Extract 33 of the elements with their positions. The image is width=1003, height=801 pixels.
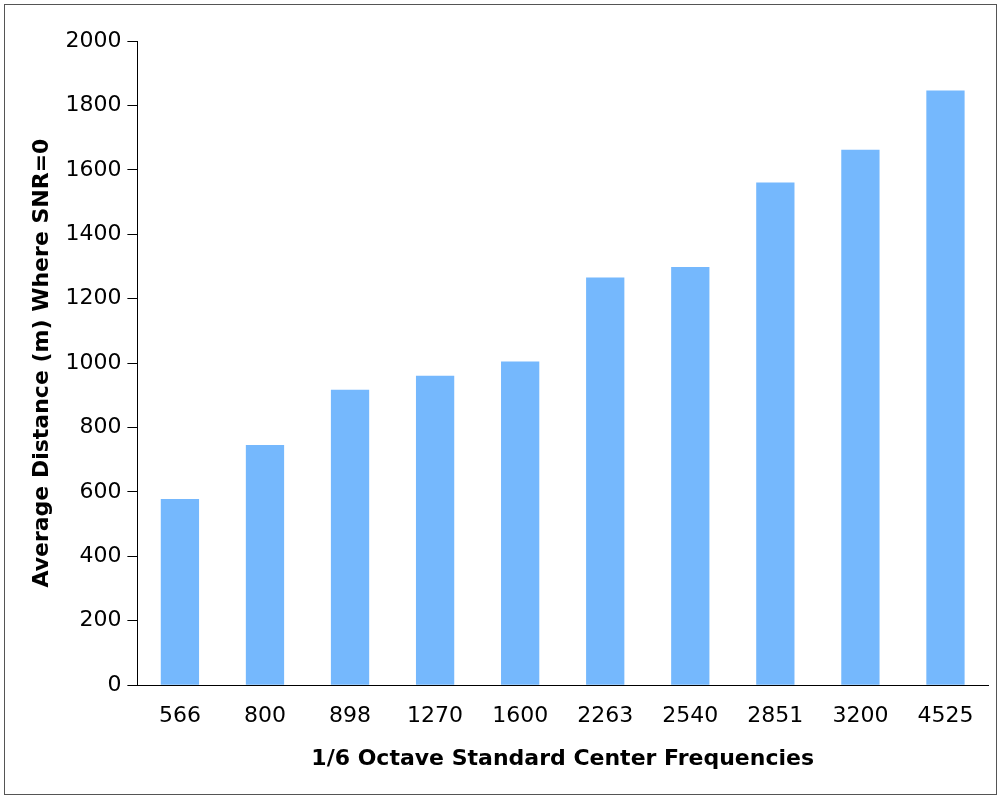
bar (586, 277, 625, 685)
x-tick-label: 2851 (747, 702, 804, 728)
x-tick-label: 2263 (577, 702, 634, 728)
y-tick-label: 2000 (65, 26, 122, 52)
x-tick-label: 2540 (662, 702, 719, 728)
bar (415, 375, 455, 685)
y-tick-label: 200 (79, 606, 122, 632)
y-tick-label: 0 (107, 670, 122, 696)
x-tick-label: 898 (329, 702, 372, 728)
bar (671, 267, 710, 685)
y-axis-title: Average Distance (m) Where SNR=0 (27, 138, 53, 588)
y-tick-label: 600 (79, 477, 122, 503)
x-tick-label: 4525 (917, 702, 974, 728)
bar (330, 389, 370, 685)
x-tick-label: 800 (243, 702, 286, 728)
bar (501, 361, 540, 685)
x-tick-label: 1600 (492, 702, 549, 728)
x-tick-label: 1270 (407, 702, 464, 728)
bar (160, 499, 200, 685)
y-tick-label: 1600 (65, 155, 122, 181)
x-tick-label: 566 (158, 702, 201, 728)
y-tick-label: 1200 (65, 284, 122, 310)
y-tick-label: 1000 (65, 348, 122, 374)
x-axis-title: 1/6 Octave Standard Center Frequencies (311, 744, 815, 770)
y-tick-label: 400 (79, 542, 122, 568)
y-tick-label: 1400 (65, 219, 122, 245)
x-tick-label: 3200 (832, 702, 889, 728)
y-tick-label: 800 (79, 413, 122, 439)
bar (926, 90, 965, 685)
bar (245, 444, 285, 685)
y-tick-label: 1800 (65, 91, 122, 117)
bar (841, 149, 880, 685)
bar (756, 182, 795, 685)
